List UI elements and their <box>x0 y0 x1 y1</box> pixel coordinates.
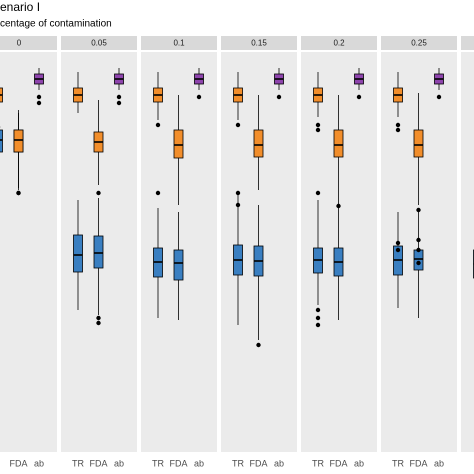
outlier <box>436 94 442 100</box>
box <box>93 235 104 269</box>
x-tick-label: FDA <box>410 458 428 468</box>
outlier <box>416 260 421 266</box>
facet-label: 0.05 <box>91 39 107 48</box>
facet-strip <box>461 36 474 50</box>
x-tick-label: TR <box>152 458 164 468</box>
outlier <box>276 94 282 100</box>
facet-label: 0.2 <box>333 39 345 48</box>
x-tick-label: TR <box>232 458 244 468</box>
facet-strip <box>221 36 297 50</box>
x-tick-label: TR <box>392 458 404 468</box>
outlier <box>155 122 161 128</box>
outlier <box>395 122 401 128</box>
outlier <box>315 190 321 196</box>
x-tick-label: FDA <box>90 458 108 468</box>
x-tick-label: ab <box>194 458 204 468</box>
outlier <box>356 94 362 100</box>
outlier <box>256 342 261 348</box>
panel <box>0 52 57 452</box>
outlier <box>315 127 321 133</box>
box <box>173 129 184 159</box>
outlier <box>196 94 202 100</box>
outlier <box>416 247 421 253</box>
outlier <box>235 202 241 208</box>
facet-strip <box>141 36 217 50</box>
outlier <box>155 190 161 196</box>
x-tick-label: TR <box>72 458 84 468</box>
x-tick-label: ab <box>354 458 364 468</box>
outlier <box>36 100 42 106</box>
outlier <box>416 237 421 243</box>
facet-label: 0.1 <box>173 39 185 48</box>
x-tick-label: ab <box>34 458 44 468</box>
x-tick-label: ab <box>274 458 284 468</box>
outlier <box>315 307 321 313</box>
box <box>0 129 3 153</box>
facet-label: 0.25 <box>411 39 427 48</box>
facet-label: 0 <box>17 39 22 48</box>
x-tick-label: FDA <box>10 458 28 468</box>
facet-strip <box>0 36 57 50</box>
outlier <box>96 320 101 326</box>
box <box>73 234 83 273</box>
facet-strip <box>61 36 137 50</box>
facet-strip <box>381 36 457 50</box>
outlier <box>96 190 101 196</box>
panel <box>461 52 474 452</box>
x-tick-label: FDA <box>170 458 188 468</box>
outlier <box>315 315 321 321</box>
outlier <box>315 122 321 128</box>
outlier <box>235 190 241 196</box>
x-tick-label: FDA <box>330 458 348 468</box>
box <box>413 249 424 271</box>
box <box>13 129 24 153</box>
box <box>413 129 424 158</box>
x-tick-label: TR <box>312 458 324 468</box>
outlier <box>315 322 321 328</box>
outlier <box>336 203 341 209</box>
x-tick-label: ab <box>114 458 124 468</box>
outlier <box>116 94 122 100</box>
outlier <box>395 247 401 253</box>
facet-strip <box>301 36 377 50</box>
outlier <box>96 315 101 321</box>
chart-subtitle: centage of contamination <box>0 19 112 30</box>
x-tick-label: FDA <box>250 458 268 468</box>
box <box>173 249 184 281</box>
chart-title: enario I <box>0 0 40 14</box>
outlier <box>395 240 401 246</box>
x-tick-label: ab <box>434 458 444 468</box>
box <box>333 129 344 158</box>
outlier <box>116 100 122 106</box>
outlier <box>395 127 401 133</box>
outlier <box>36 94 42 100</box>
facet-label: 0.15 <box>251 39 267 48</box>
outlier <box>235 122 241 128</box>
outlier <box>16 190 21 196</box>
box <box>253 129 264 158</box>
